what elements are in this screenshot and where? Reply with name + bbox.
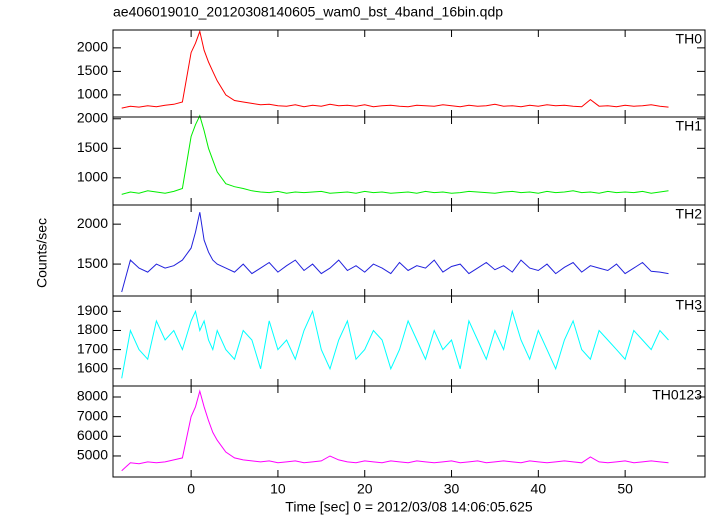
x-tick-label: 10	[270, 481, 286, 497]
y-axis-label: Counts/sec	[34, 218, 50, 288]
y-tick-label: 1800	[77, 321, 108, 337]
y-tick-label: 2000	[77, 215, 108, 231]
chart-title: ae406019010_20120308140605_wam0_bst_4ban…	[113, 4, 503, 20]
light-curve	[121, 114, 669, 195]
y-tick-label: 1600	[77, 359, 108, 375]
panel-frame	[112, 29, 706, 118]
y-tick-label: 2000	[77, 109, 108, 125]
y-tick-label: 1500	[77, 62, 108, 78]
panel-label: TH0123	[652, 387, 702, 403]
panel-label: TH0	[676, 31, 703, 47]
y-tick-label: 7000	[77, 407, 108, 423]
y-tick-label: 1500	[77, 139, 108, 155]
light-curve	[121, 309, 669, 379]
y-tick-label: 2000	[77, 39, 108, 55]
y-tick-label: 8000	[77, 388, 108, 404]
x-tick-label: 40	[531, 481, 547, 497]
x-tick-label: 50	[617, 481, 633, 497]
panel-label: TH1	[676, 118, 703, 134]
x-tick-label: 0	[187, 481, 195, 497]
light-curve	[121, 212, 669, 293]
y-tick-label: 5000	[77, 447, 108, 463]
y-tick-label: 1900	[77, 302, 108, 318]
panel-label: TH2	[676, 206, 703, 222]
panel-frame	[112, 385, 706, 478]
light-curve	[121, 389, 669, 472]
panel-label: TH3	[676, 297, 703, 313]
panel-frame	[112, 295, 706, 387]
y-tick-label: 1000	[77, 86, 108, 102]
y-tick-label: 1000	[77, 169, 108, 185]
x-tick-label: 30	[444, 481, 460, 497]
x-tick-label: 20	[357, 481, 373, 497]
panel-frame	[112, 204, 706, 297]
light-curve	[121, 29, 669, 109]
y-tick-label: 6000	[77, 427, 108, 443]
y-tick-label: 1500	[77, 255, 108, 271]
x-axis-label: Time [sec] 0 = 2012/03/08 14:06:05.625	[285, 499, 533, 515]
y-tick-label: 1700	[77, 340, 108, 356]
